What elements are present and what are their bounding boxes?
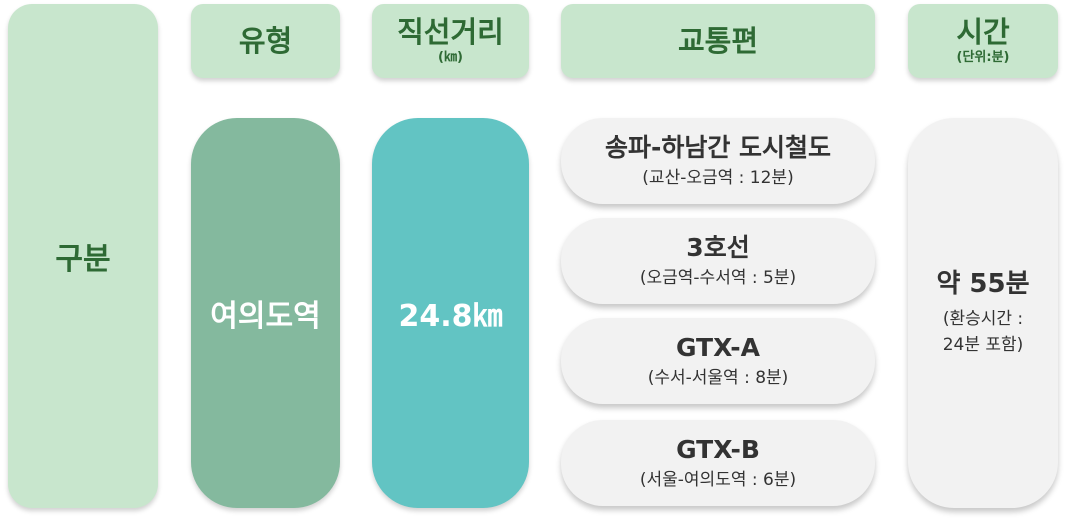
transport-segment: 3호선 (오금역-수서역 : 5분) (561, 218, 875, 304)
transport-segment: GTX-B (서울-여의도역 : 6분) (561, 420, 875, 506)
time-note-line-2: 24분 포함) (942, 335, 1024, 355)
distance-value-box: 24.8㎞ (372, 118, 529, 508)
segment-line: 송파-하남간 도시철도 (604, 132, 832, 162)
distance-header: 직선거리 (㎞) (372, 4, 529, 78)
distance-value: 24.8㎞ (398, 299, 503, 334)
category-header: 구분 (8, 4, 158, 508)
time-header: 시간 (단위:분) (908, 4, 1058, 78)
time-total: 약 55분 (936, 269, 1030, 299)
transport-segment: GTX-A (수서-서울역 : 8분) (561, 318, 875, 404)
time-value-box: 약 55분 (환승시간 : 24분 포함) (908, 118, 1058, 508)
segment-detail: (서울-여의도역 : 6분) (639, 469, 797, 490)
time-header-label: 시간 (956, 15, 1010, 49)
type-value-box: 여의도역 (191, 118, 340, 508)
transport-segment: 송파-하남간 도시철도 (교산-오금역 : 12분) (561, 118, 875, 204)
distance-header-label: 직선거리 (397, 15, 504, 49)
segment-line: 3호선 (686, 232, 750, 262)
category-label: 구분 (55, 242, 111, 277)
type-header-label: 유형 (238, 24, 293, 58)
transport-header: 교통편 (561, 4, 875, 78)
segment-detail: (오금역-수서역 : 5분) (639, 267, 797, 288)
segment-detail: (교산-오금역 : 12분) (642, 167, 794, 188)
type-header: 유형 (191, 4, 340, 78)
segment-line: GTX-A (675, 332, 761, 362)
segment-detail: (수서-서울역 : 8분) (647, 367, 789, 388)
time-header-unit: (단위:분) (956, 50, 1010, 65)
segment-line: GTX-B (676, 434, 760, 464)
distance-header-unit: (㎞) (438, 50, 463, 65)
transport-header-label: 교통편 (677, 24, 759, 58)
time-note-line-1: (환승시간 : (942, 309, 1024, 329)
type-value: 여의도역 (210, 299, 321, 334)
